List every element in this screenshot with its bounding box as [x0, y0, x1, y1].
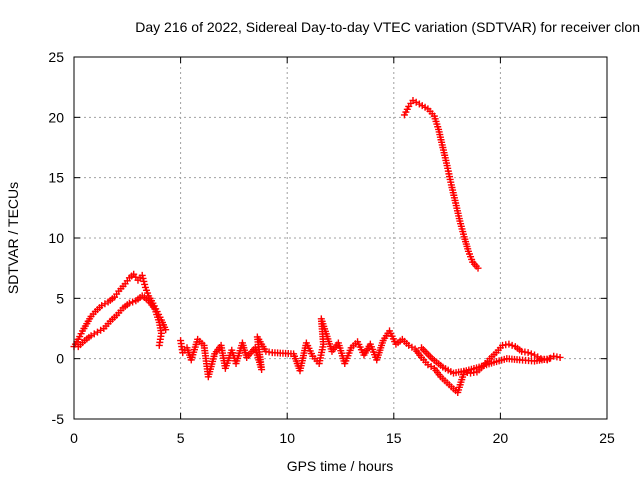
y-tick-label: 0 [56, 351, 64, 367]
data-points [70, 96, 564, 396]
data-point [556, 353, 564, 361]
x-tick-label: 20 [493, 430, 509, 446]
y-tick-label: 25 [48, 49, 64, 65]
data-point [125, 299, 133, 307]
axis-ticks: 0 5 10 15 20 25 -5 0 5 10 15 20 25 [48, 49, 615, 446]
y-tick-label: 15 [48, 170, 64, 186]
data-point [129, 298, 137, 306]
data-point [524, 349, 532, 357]
y-tick-label: -5 [52, 411, 65, 427]
y-tick-label: 10 [48, 230, 64, 246]
grid-lines [74, 57, 607, 419]
series-lower-trace [74, 292, 165, 351]
data-point [155, 341, 163, 349]
x-tick-label: 5 [177, 430, 185, 446]
y-tick-label: 20 [48, 109, 64, 125]
x-tick-label: 0 [70, 430, 78, 446]
x-tick-label: 15 [386, 430, 402, 446]
data-point [527, 350, 535, 358]
data-point [508, 341, 516, 349]
x-tick-label: 25 [599, 430, 615, 446]
series-high-branch [400, 96, 482, 272]
data-point [545, 355, 553, 363]
x-axis-label: GPS time / hours [287, 458, 394, 474]
x-tick-label: 10 [279, 430, 295, 446]
data-point [162, 326, 170, 334]
series-middle-scatter [177, 315, 564, 396]
y-axis-label: SDTVAR / TECUs [5, 182, 21, 294]
chart-title: Day 216 of 2022, Sidereal Day-to-day VTE… [135, 19, 640, 35]
data-point [505, 340, 513, 348]
data-point [474, 264, 482, 272]
y-tick-label: 5 [56, 290, 64, 306]
